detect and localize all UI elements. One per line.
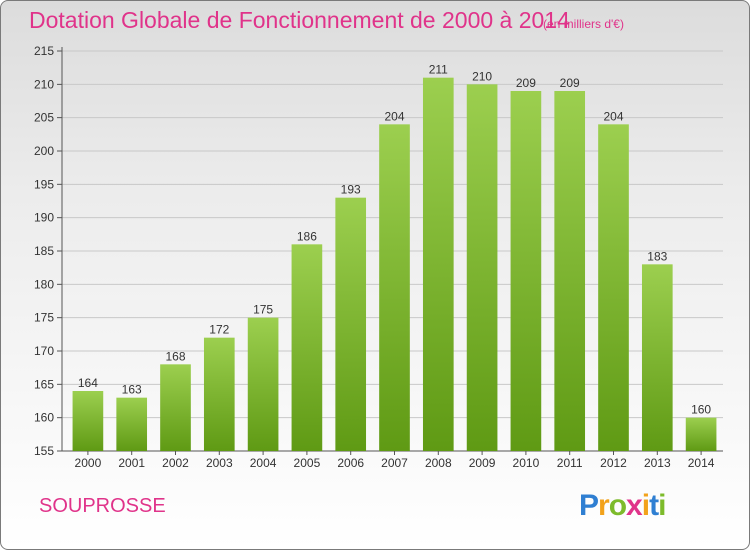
y-tick-label: 175 [34, 311, 54, 325]
y-tick-label: 165 [34, 377, 54, 391]
data-label: 183 [647, 249, 667, 263]
y-tick-label: 185 [34, 244, 54, 258]
x-tick-label: 2002 [162, 456, 189, 470]
bar-2007 [379, 124, 410, 451]
x-tick-label: 2014 [688, 456, 715, 470]
data-label: 160 [691, 403, 711, 417]
x-tick-label: 2013 [644, 456, 671, 470]
bar-2001 [116, 397, 148, 451]
y-tick-label: 180 [34, 277, 54, 291]
logo-letter: i [641, 489, 650, 522]
data-label: 168 [165, 349, 185, 363]
data-label: 175 [253, 303, 273, 317]
bar-2008 [422, 77, 454, 452]
y-tick-label: 155 [34, 444, 54, 458]
x-tick-label: 2010 [513, 456, 540, 470]
x-tick-label: 2004 [250, 456, 277, 470]
bar-2014 [685, 417, 717, 451]
x-tick-label: 2000 [75, 456, 102, 470]
data-label: 211 [429, 63, 448, 77]
y-tick-label: 195 [34, 177, 54, 191]
logo-letter: r [598, 489, 610, 522]
y-tick-label: 200 [34, 144, 54, 158]
y-tick-label: 215 [34, 44, 54, 58]
x-tick-label: 2003 [206, 456, 233, 470]
data-label: 186 [297, 229, 317, 243]
bar-2005 [291, 244, 323, 451]
bars [72, 77, 717, 452]
x-tick-label: 2005 [294, 456, 321, 470]
logo-letter: i [658, 489, 666, 522]
data-label: 172 [209, 323, 229, 337]
bar-2003 [203, 337, 235, 451]
commune-name: SOUPROSSE [39, 495, 166, 517]
bar-2012 [598, 124, 629, 451]
y-tick-label: 205 [34, 111, 54, 125]
bar-2011 [554, 91, 586, 451]
y-tick-label: 160 [34, 411, 54, 425]
x-tick-label: 2008 [425, 456, 452, 470]
data-label: 163 [122, 383, 142, 397]
data-label: 209 [516, 76, 536, 90]
y-tick-label: 190 [34, 211, 54, 225]
x-tick-label: 2001 [118, 456, 145, 470]
x-tick-label: 2009 [469, 456, 496, 470]
data-label: 204 [384, 109, 404, 123]
data-label: 204 [603, 109, 623, 123]
data-label: 210 [472, 69, 492, 83]
x-tick-label: 2011 [557, 456, 583, 470]
chart-title: Dotation Globale de Fonctionnement de 20… [29, 7, 570, 33]
bar-2013 [641, 264, 673, 451]
x-tick-label: 2007 [381, 456, 408, 470]
logo-letter: o [608, 489, 627, 522]
data-label: 193 [341, 183, 361, 197]
x-tick-label: 2006 [337, 456, 364, 470]
y-tick-label: 210 [34, 77, 54, 91]
bar-2009 [466, 84, 498, 451]
logo-letter: x [626, 489, 643, 522]
bar-2000 [72, 391, 104, 451]
labels: 155 160 165 170 175 180 185 190 195 200 205 210 215 1… [34, 44, 715, 470]
proxiti-logo: Proxiti [579, 489, 666, 523]
chart-subtitle: (en milliers d'€) [543, 17, 624, 31]
bar-2002 [160, 364, 191, 451]
data-label: 164 [78, 376, 98, 390]
x-tick-label: 2012 [600, 456, 627, 470]
logo-letter: t [649, 489, 659, 522]
bar-2006 [335, 197, 367, 451]
logo-letter: P [579, 489, 599, 522]
data-label: 209 [560, 76, 580, 90]
bar-2010 [510, 91, 542, 451]
bar-2004 [247, 317, 279, 451]
y-tick-label: 170 [34, 344, 54, 358]
